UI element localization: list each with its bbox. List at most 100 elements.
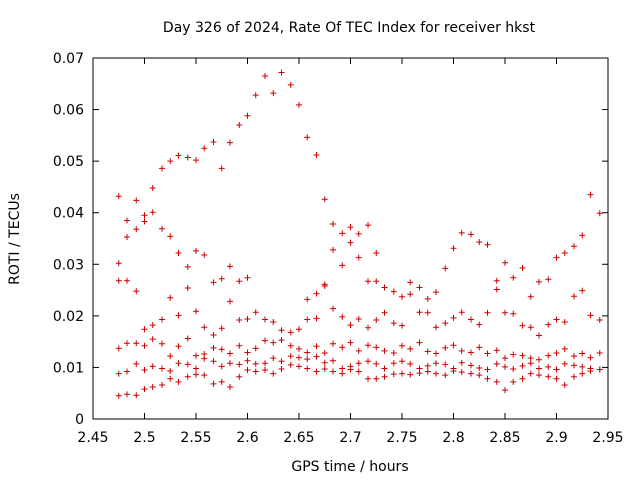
data-point bbox=[159, 381, 166, 388]
data-point bbox=[416, 370, 423, 377]
x-tick-label: 2.5 bbox=[133, 430, 155, 446]
data-point bbox=[218, 378, 225, 385]
data-point bbox=[527, 324, 534, 331]
data-point bbox=[458, 359, 465, 366]
data-point bbox=[510, 378, 517, 385]
data-point bbox=[149, 184, 156, 191]
data-point bbox=[519, 362, 526, 369]
data-point bbox=[244, 367, 251, 374]
data-point bbox=[167, 233, 174, 240]
data-point bbox=[193, 365, 199, 372]
data-point bbox=[535, 372, 542, 379]
data-point bbox=[226, 139, 233, 146]
data-point bbox=[262, 360, 269, 367]
data-point bbox=[149, 209, 156, 216]
data-point bbox=[141, 367, 148, 374]
data-point bbox=[218, 325, 225, 332]
data-point bbox=[571, 373, 578, 380]
data-point bbox=[175, 312, 182, 319]
data-point bbox=[347, 224, 354, 231]
data-point bbox=[262, 316, 269, 323]
data-point bbox=[123, 277, 130, 284]
data-point bbox=[432, 360, 439, 367]
data-point bbox=[535, 278, 542, 285]
data-point bbox=[365, 375, 372, 382]
data-point bbox=[527, 370, 534, 377]
data-point bbox=[149, 384, 156, 391]
data-point bbox=[304, 316, 311, 323]
data-point bbox=[390, 349, 397, 356]
data-point bbox=[519, 375, 526, 382]
data-point bbox=[159, 316, 166, 323]
data-point bbox=[476, 372, 483, 379]
data-point bbox=[587, 368, 594, 375]
data-point bbox=[329, 246, 336, 253]
y-tick-label: 0.02 bbox=[53, 309, 84, 325]
data-point bbox=[502, 309, 508, 316]
data-point bbox=[381, 284, 388, 291]
chart-title: Day 326 of 2024, Rate Of TEC Index for r… bbox=[163, 20, 536, 36]
data-point bbox=[141, 342, 148, 349]
data-point bbox=[355, 315, 362, 322]
data-point bbox=[296, 326, 302, 333]
data-point bbox=[226, 360, 233, 367]
data-point bbox=[313, 343, 320, 350]
data-point bbox=[484, 350, 491, 357]
data-point bbox=[416, 309, 423, 316]
data-point bbox=[432, 370, 439, 377]
data-point bbox=[329, 340, 336, 347]
data-point bbox=[442, 320, 449, 327]
data-point bbox=[432, 289, 439, 296]
data-point bbox=[476, 239, 483, 246]
data-point bbox=[373, 360, 380, 367]
data-point bbox=[226, 384, 233, 391]
data-point bbox=[236, 342, 243, 349]
data-point bbox=[123, 340, 130, 347]
data-point bbox=[339, 370, 346, 377]
data-point bbox=[141, 218, 148, 225]
data-point bbox=[527, 293, 534, 300]
data-point bbox=[476, 321, 483, 328]
y-tick-label: 0.07 bbox=[53, 51, 84, 67]
data-point bbox=[365, 222, 372, 229]
data-point bbox=[141, 326, 148, 333]
data-point bbox=[193, 352, 199, 359]
data-point bbox=[442, 265, 449, 272]
data-point bbox=[339, 230, 346, 237]
data-point bbox=[270, 370, 277, 377]
data-point bbox=[545, 352, 552, 359]
data-point bbox=[407, 279, 414, 286]
data-point bbox=[304, 134, 311, 141]
data-point bbox=[201, 372, 208, 379]
data-point bbox=[399, 322, 405, 329]
data-point bbox=[304, 349, 311, 356]
data-point bbox=[184, 335, 191, 342]
data-point bbox=[218, 346, 225, 353]
data-point bbox=[390, 320, 397, 327]
x-tick-label: 2.85 bbox=[489, 430, 520, 446]
data-point bbox=[553, 375, 560, 382]
data-point bbox=[287, 361, 294, 368]
x-tick-labels: 2.45 2.5 2.55 2.6 2.65 2.7 2.75 2.8 2.85 2.9 2.95 bbox=[77, 430, 623, 446]
data-point bbox=[252, 92, 259, 99]
data-point bbox=[287, 81, 294, 88]
data-point bbox=[399, 342, 405, 349]
data-point bbox=[365, 358, 372, 365]
data-point bbox=[167, 368, 174, 375]
data-point bbox=[596, 349, 603, 356]
data-point bbox=[167, 375, 174, 382]
data-point bbox=[493, 286, 500, 293]
data-point bbox=[133, 197, 140, 204]
data-point bbox=[226, 263, 233, 270]
data-point bbox=[193, 371, 199, 378]
data-point bbox=[304, 365, 311, 372]
data-point bbox=[339, 313, 346, 320]
data-point bbox=[115, 345, 122, 352]
data-point bbox=[519, 264, 526, 271]
data-point bbox=[502, 363, 508, 370]
data-point bbox=[236, 373, 243, 380]
data-point bbox=[399, 293, 405, 300]
data-point bbox=[339, 365, 346, 372]
data-point bbox=[596, 210, 603, 217]
data-point bbox=[571, 293, 578, 300]
